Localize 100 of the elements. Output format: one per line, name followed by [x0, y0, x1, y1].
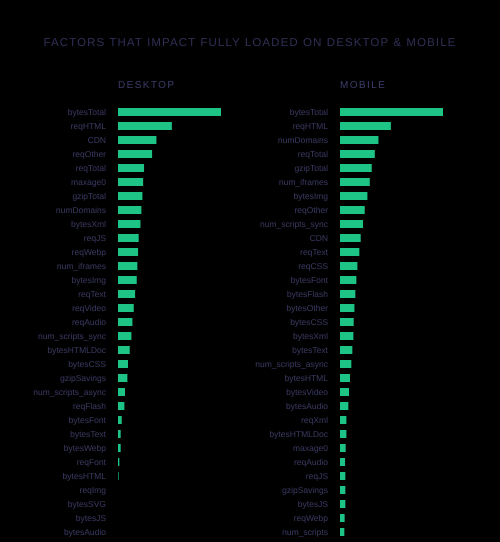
- bar: [118, 122, 172, 130]
- chart-subtitle: MOBILE: [340, 80, 386, 92]
- bar: [118, 178, 144, 186]
- bar: [340, 122, 391, 130]
- y-tick-label: reqWebp: [294, 513, 328, 523]
- y-tick-label: reqOther: [72, 149, 106, 159]
- bar: [118, 402, 124, 410]
- bar: [340, 402, 348, 410]
- y-tick-label: bytesXml: [293, 331, 328, 341]
- bar: [118, 290, 136, 298]
- y-tick-label: bytesAudio: [64, 527, 106, 537]
- bar: [118, 206, 142, 214]
- bar: [340, 150, 375, 158]
- y-tick-label: bytesImg: [72, 275, 106, 285]
- y-tick-label: bytesSVG: [68, 499, 106, 509]
- bar: [340, 374, 350, 382]
- bar: [118, 318, 132, 326]
- bar: [118, 262, 138, 270]
- y-tick-label: bytesXml: [71, 219, 106, 229]
- bar: [118, 374, 128, 382]
- bar: [340, 388, 350, 396]
- y-tick-label: bytesText: [70, 429, 107, 439]
- y-tick-label: reqText: [78, 289, 107, 299]
- bar: [118, 136, 156, 144]
- y-tick-label: reqWebp: [72, 247, 106, 257]
- bar: [340, 360, 352, 368]
- bar: [118, 192, 142, 200]
- text: FACTORS THAT IMPACT FULLY LOADED ON DESKTOP & MOBILE: [42, 36, 458, 50]
- bar: [340, 304, 354, 312]
- bar: [340, 262, 358, 270]
- bar: [340, 528, 344, 536]
- bar: [118, 332, 132, 340]
- bar: [118, 388, 126, 396]
- y-tick-label: reqText: [300, 247, 329, 257]
- bar: [340, 108, 443, 116]
- y-tick-label: num_scripts_sync: [38, 331, 107, 341]
- bar: [340, 248, 360, 256]
- bar: [118, 304, 134, 312]
- y-tick-label: maxage0: [71, 177, 106, 187]
- y-tick-label: bytesWebp: [64, 443, 106, 453]
- y-tick-label: reqXml: [301, 415, 328, 425]
- y-tick-label: numDomains: [56, 205, 106, 215]
- y-tick-label: bytesHTML: [62, 471, 106, 481]
- bar: [340, 486, 346, 494]
- y-tick-label: num_scripts_async: [33, 387, 107, 397]
- y-tick-label: bytesAudio: [286, 401, 328, 411]
- bar: [118, 234, 139, 242]
- y-tick-label: bytesTotal: [290, 107, 328, 117]
- bar: [340, 416, 346, 424]
- bar: [340, 164, 372, 172]
- y-tick-label: gzipTotal: [294, 163, 328, 173]
- y-tick-label: reqCSS: [298, 261, 328, 271]
- y-tick-label: gzipSavings: [60, 373, 106, 383]
- y-tick-label: bytesOther: [286, 303, 328, 313]
- bar: [118, 416, 122, 424]
- y-tick-label: reqImg: [80, 485, 106, 495]
- y-tick-label: num_scripts_async: [255, 359, 329, 369]
- y-tick-label: bytesHTMLDoc: [47, 345, 107, 355]
- bar: [340, 500, 346, 508]
- y-tick-label: bytesText: [292, 345, 329, 355]
- y-tick-label: bytesHTML: [284, 373, 328, 383]
- y-tick-label: reqJS: [84, 233, 106, 243]
- y-tick-label: num_iframes: [278, 177, 328, 187]
- bar: [340, 318, 354, 326]
- bar: [340, 430, 346, 438]
- bar: [118, 220, 140, 228]
- bar: [340, 346, 352, 354]
- y-tick-label: CDN: [310, 233, 328, 243]
- y-tick-label: bytesImg: [294, 191, 328, 201]
- y-tick-label: gzipSavings: [282, 485, 328, 495]
- y-tick-label: reqFlash: [72, 401, 106, 411]
- bar: [118, 150, 152, 158]
- bar: [340, 472, 346, 480]
- y-tick-label: bytesFont: [290, 275, 329, 285]
- bar: [340, 290, 356, 298]
- bar: [118, 248, 138, 256]
- y-tick-label: reqHTML: [70, 121, 106, 131]
- bar: [118, 164, 144, 172]
- y-tick-label: reqAudio: [294, 457, 328, 467]
- y-tick-label: CDN: [88, 135, 106, 145]
- y-tick-label: reqTotal: [76, 163, 106, 173]
- bar: [118, 444, 121, 452]
- y-tick-label: gzipTotal: [72, 191, 106, 201]
- y-tick-label: bytesJS: [76, 513, 106, 523]
- y-tick-label: bytesJS: [298, 499, 328, 509]
- bar: [340, 276, 356, 284]
- y-tick-label: bytesFont: [68, 415, 107, 425]
- bar: [340, 444, 346, 452]
- bar: [340, 220, 364, 228]
- y-tick-label: reqAudio: [72, 317, 106, 327]
- y-tick-label: bytesVideo: [286, 387, 328, 397]
- bar: [340, 192, 368, 200]
- y-tick-label: reqOther: [294, 205, 328, 215]
- bar: [118, 108, 221, 116]
- y-tick-label: reqTotal: [298, 149, 328, 159]
- bar: [340, 514, 345, 522]
- y-tick-label: bytesCSS: [68, 359, 106, 369]
- y-tick-label: maxage0: [293, 443, 328, 453]
- bar: [118, 430, 121, 438]
- bar: [118, 360, 128, 368]
